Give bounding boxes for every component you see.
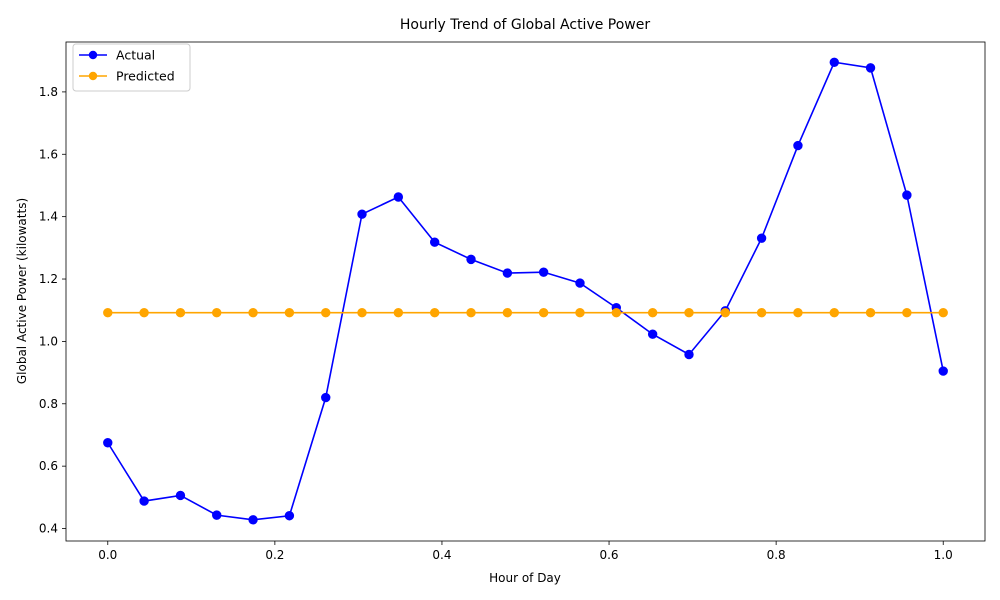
- data-point-predicted: [647, 308, 658, 318]
- data-point-actual: [647, 329, 658, 339]
- data-point-predicted: [865, 308, 876, 318]
- legend-label-actual: Actual: [116, 48, 155, 63]
- y-tick-label: 1.8: [39, 85, 58, 99]
- series-line-actual: [107, 61, 945, 521]
- data-point-predicted: [248, 308, 258, 318]
- data-point-actual: [902, 190, 912, 200]
- data-point-actual: [393, 192, 404, 202]
- data-point-actual: [829, 57, 839, 67]
- y-tick-label: 1.2: [39, 272, 58, 286]
- data-point-actual: [793, 140, 803, 151]
- chart-title: Hourly Trend of Global Active Power: [400, 17, 650, 33]
- data-point-actual: [321, 392, 331, 403]
- data-point-predicted: [429, 308, 440, 318]
- x-tick-label: 0.8: [767, 548, 786, 562]
- data-point-actual: [103, 438, 113, 448]
- data-point-predicted: [466, 308, 476, 318]
- data-point-predicted: [611, 308, 622, 318]
- data-point-actual: [357, 209, 367, 219]
- data-point-actual: [938, 366, 948, 376]
- y-tick-label: 1.0: [39, 334, 58, 348]
- y-axis-label: Global Active Power (kilowatts): [15, 198, 29, 384]
- data-point-predicted: [139, 308, 149, 318]
- data-point-actual: [684, 349, 694, 360]
- y-tick-label: 1.6: [39, 147, 58, 161]
- data-point-actual: [502, 268, 513, 278]
- data-point-predicted: [793, 308, 803, 318]
- data-point-predicted: [175, 308, 186, 318]
- plot-area: 0.0 0.2 0.4 0.6 0.8 1.0 0.4 0.6 0.8 1.0 1.2 1.4 1.6 1…: [39, 41, 986, 562]
- data-point-predicted: [393, 308, 404, 318]
- data-point-predicted: [357, 308, 367, 318]
- legend-label-predicted: Predicted: [116, 69, 175, 84]
- data-point-predicted: [103, 308, 113, 318]
- legend-marker-actual: [88, 50, 98, 60]
- data-point-actual: [466, 254, 476, 265]
- data-point-actual: [538, 267, 549, 277]
- axes-frame: [65, 41, 986, 542]
- data-point-predicted: [321, 308, 331, 318]
- x-tick-label: 0.2: [265, 548, 284, 562]
- x-tick-label: 0.0: [98, 548, 117, 562]
- x-tick-label: 0.6: [599, 548, 618, 562]
- data-point-actual: [175, 490, 186, 501]
- data-point-predicted: [212, 308, 222, 318]
- y-tick-label: 1.4: [39, 210, 58, 224]
- data-point-predicted: [284, 308, 295, 318]
- data-point-predicted: [575, 308, 585, 318]
- data-point-actual: [865, 63, 876, 73]
- data-point-predicted: [829, 308, 839, 318]
- data-point-actual: [429, 237, 440, 247]
- data-point-predicted: [756, 308, 767, 318]
- data-point-actual: [139, 496, 149, 506]
- y-tick-label: 0.6: [39, 459, 58, 473]
- legend: Actual Predicted: [72, 43, 191, 92]
- data-point-actual: [248, 515, 258, 525]
- data-point-actual: [284, 511, 295, 521]
- data-point-predicted: [902, 308, 912, 318]
- x-tick-label: 1.0: [934, 548, 953, 562]
- data-point-actual: [756, 233, 767, 243]
- data-point-predicted: [502, 308, 513, 318]
- data-point-predicted: [938, 308, 948, 318]
- x-axis-label: Hour of Day: [489, 571, 561, 585]
- data-point-predicted: [538, 308, 549, 318]
- data-point-actual: [575, 278, 585, 288]
- y-tick-label: 0.4: [39, 522, 58, 536]
- data-point-predicted: [684, 308, 694, 318]
- data-point-predicted: [720, 308, 730, 318]
- legend-marker-predicted: [88, 71, 98, 81]
- x-tick-label: 0.4: [432, 548, 451, 562]
- data-point-actual: [212, 510, 222, 520]
- y-tick-label: 0.8: [39, 397, 58, 411]
